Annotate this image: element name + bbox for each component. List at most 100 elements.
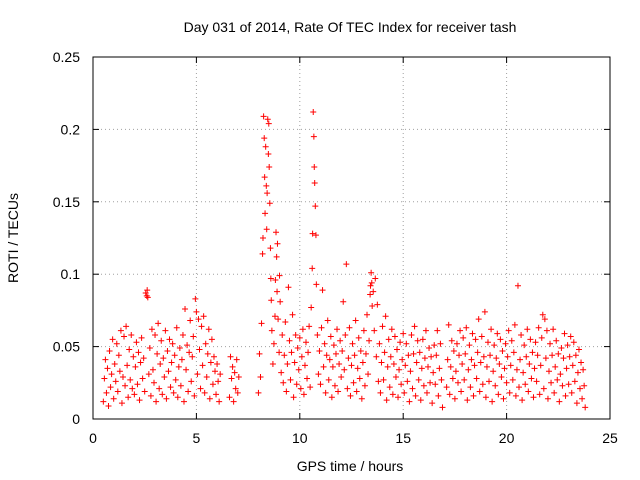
- data-point: [113, 340, 120, 347]
- data-point: [565, 381, 572, 388]
- data-point: [159, 391, 166, 398]
- data-point: [572, 352, 579, 359]
- data-point: [453, 340, 460, 347]
- data-point: [371, 327, 378, 334]
- data-point: [399, 356, 406, 363]
- data-point: [101, 375, 108, 382]
- data-point: [406, 398, 413, 405]
- data-point: [167, 384, 174, 391]
- data-point: [292, 332, 299, 339]
- data-point: [503, 379, 510, 386]
- data-point: [376, 340, 383, 347]
- data-point: [564, 342, 571, 349]
- data-point: [549, 352, 556, 359]
- data-point: [188, 378, 195, 385]
- data-point: [481, 308, 488, 315]
- data-point: [519, 397, 526, 404]
- data-point: [148, 326, 155, 333]
- data-point: [174, 394, 181, 401]
- data-point: [293, 381, 300, 388]
- data-point: [161, 374, 168, 381]
- data-point: [428, 353, 435, 360]
- data-point: [535, 324, 542, 331]
- data-point: [198, 323, 205, 330]
- data-point: [272, 276, 279, 283]
- data-point: [465, 366, 472, 373]
- data-point: [553, 337, 560, 344]
- data-point: [322, 389, 329, 396]
- data-point: [370, 288, 377, 295]
- data-point: [496, 360, 503, 367]
- data-point: [387, 353, 394, 360]
- data-point: [260, 113, 267, 120]
- data-point: [330, 342, 337, 349]
- axis-ticks: 0 5 10 15 20 25 0 0.05 0.1 0.15 0.2 0.25: [53, 49, 618, 446]
- data-point: [393, 346, 400, 353]
- data-point: [345, 355, 352, 362]
- data-point: [285, 284, 292, 291]
- data-point: [517, 356, 524, 363]
- data-point: [409, 385, 416, 392]
- data-point: [233, 356, 240, 363]
- data-point: [554, 376, 561, 383]
- data-point: [490, 368, 497, 375]
- data-point: [536, 391, 543, 398]
- data-point: [261, 135, 268, 142]
- data-point: [124, 362, 131, 369]
- data-point: [191, 392, 198, 399]
- data-point: [168, 359, 175, 366]
- data-point: [262, 210, 269, 217]
- data-point: [268, 297, 275, 304]
- data-point: [284, 360, 291, 367]
- data-point: [196, 346, 203, 353]
- data-point: [172, 376, 179, 383]
- data-point: [201, 389, 208, 396]
- data-point: [400, 330, 407, 337]
- data-point: [456, 352, 463, 359]
- data-point: [156, 385, 163, 392]
- data-point: [157, 360, 164, 367]
- data-point: [209, 381, 216, 388]
- data-point: [306, 323, 313, 330]
- data-point: [540, 385, 547, 392]
- data-point: [276, 349, 283, 356]
- data-point: [129, 385, 136, 392]
- data-point: [257, 374, 264, 381]
- data-point: [112, 378, 119, 385]
- x-tick-label: 15: [395, 430, 411, 446]
- data-point: [200, 313, 207, 320]
- data-point: [509, 376, 516, 383]
- data-point: [368, 279, 375, 286]
- data-point: [336, 360, 343, 367]
- data-point: [530, 394, 537, 401]
- data-point: [315, 371, 322, 378]
- data-point: [355, 334, 362, 341]
- data-point: [555, 350, 562, 357]
- data-point: [464, 397, 471, 404]
- data-point: [115, 352, 122, 359]
- data-point: [206, 395, 213, 402]
- data-point: [429, 400, 436, 407]
- data-point: [216, 398, 223, 405]
- data-point: [511, 321, 518, 328]
- data-point: [204, 350, 211, 357]
- data-point: [268, 327, 275, 334]
- data-point: [557, 371, 564, 378]
- data-point: [314, 332, 321, 339]
- data-point: [395, 394, 402, 401]
- data-point: [256, 350, 263, 357]
- data-point: [374, 301, 381, 308]
- data-point: [531, 365, 538, 372]
- data-point: [426, 345, 433, 352]
- data-point: [207, 359, 214, 366]
- data-point: [384, 363, 391, 370]
- data-point: [106, 347, 113, 354]
- data-point: [182, 305, 189, 312]
- data-point: [203, 374, 210, 381]
- data-point: [108, 371, 115, 378]
- data-point: [439, 404, 446, 411]
- data-point: [506, 389, 513, 396]
- data-point: [396, 366, 403, 373]
- data-point: [266, 164, 273, 171]
- data-point: [309, 265, 316, 272]
